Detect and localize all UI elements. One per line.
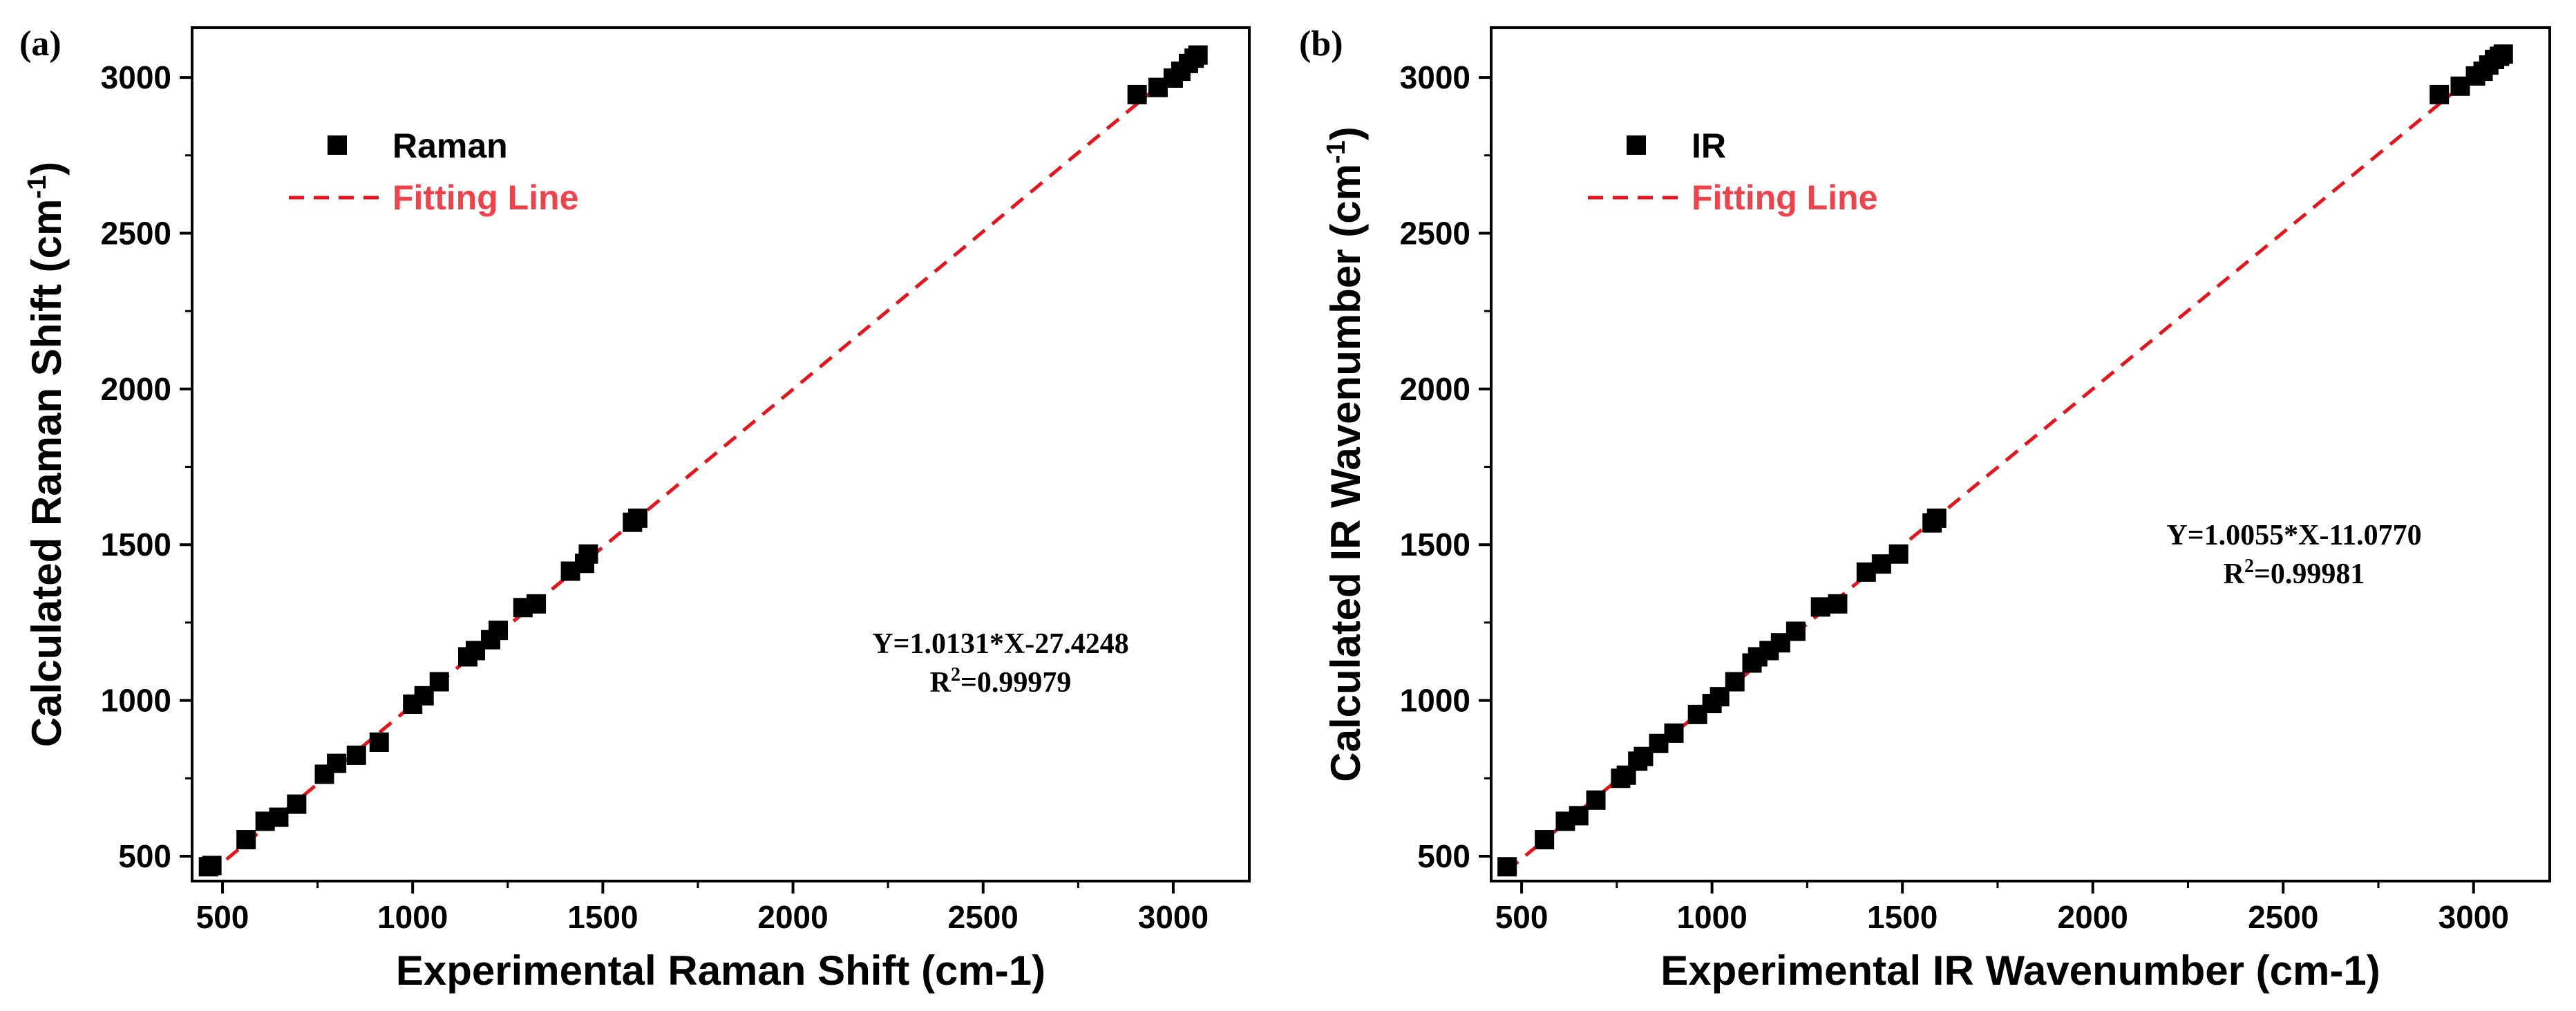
data-point	[346, 745, 366, 765]
data-point	[1127, 84, 1147, 104]
panel-a-legend: Raman Fitting Line	[289, 126, 578, 217]
panel-a-equation: Y=1.0131*X-27.4248 R2=0.99979	[872, 628, 1129, 699]
panel-a-ticks: 500 1000 1500 2000 2500 3000 500 1000 1500 2000 25…	[101, 59, 1209, 935]
data-point	[1586, 790, 1606, 810]
panel-a-label: (a)	[19, 24, 61, 64]
y-tick-label: 1000	[1400, 683, 1470, 719]
x-tick-label: 2000	[2058, 899, 2128, 935]
data-point	[1810, 597, 1830, 617]
panel-a-legend-scatter-label: Raman	[392, 126, 508, 165]
data-point	[2493, 44, 2513, 64]
y-tick-label: 2500	[101, 215, 171, 251]
data-point	[269, 807, 289, 827]
data-point	[429, 672, 449, 692]
data-point	[1497, 857, 1517, 877]
data-point	[369, 732, 389, 752]
data-point	[1725, 672, 1745, 692]
data-point	[628, 508, 648, 528]
data-point	[236, 830, 256, 850]
panel-b-ticks: 500 1000 1500 2000 2500 3000 500 1000 1500 2000 25…	[1400, 59, 2509, 935]
y-tick-label: 1000	[101, 683, 171, 719]
panel-a-points	[198, 45, 1208, 877]
panel-b-legend: IR Fitting Line	[1588, 126, 1877, 217]
panel-b-plot-frame	[1490, 26, 2551, 882]
data-point	[1871, 554, 1891, 574]
fit-line	[1505, 50, 2503, 873]
data-point	[578, 544, 598, 564]
data-point	[1664, 723, 1684, 743]
y-tick-label: 2000	[101, 371, 171, 407]
x-tick-label: 2500	[2248, 899, 2318, 935]
panel-b-equation: Y=1.0055*X-11.0770 R2=0.99981	[2166, 520, 2421, 590]
panel-b-legend-line-label: Fitting Line	[1692, 178, 1877, 217]
y-tick-label: 500	[1417, 838, 1470, 874]
x-tick-label: 1000	[377, 899, 448, 935]
data-point	[287, 794, 307, 814]
panel-a-x-axis-title: Experimental Raman Shift (cm-1)	[396, 947, 1045, 994]
data-point	[327, 753, 347, 773]
panel-b-legend-scatter-label: IR	[1692, 126, 1726, 165]
panel-b-legend-marker	[1627, 135, 1646, 155]
y-tick-label: 500	[118, 838, 171, 874]
x-tick-label: 500	[196, 899, 249, 935]
panel-b-points	[1497, 44, 2513, 877]
y-tick-label: 1500	[1400, 527, 1470, 563]
panel-b-y-axis-title: Calculated IR Wavenumber (cm-1)	[1322, 126, 1369, 782]
y-tick-label: 3000	[1400, 59, 1470, 95]
x-tick-label: 1500	[1867, 899, 1938, 935]
y-tick-label: 2500	[1400, 215, 1470, 251]
panel-a-r-squared: R2=0.99979	[930, 664, 1072, 699]
data-point	[202, 856, 222, 876]
panel-b-label: (b)	[1299, 24, 1343, 64]
x-tick-label: 1000	[1676, 899, 1747, 935]
x-tick-label: 3000	[2438, 899, 2509, 935]
x-tick-label: 2500	[948, 899, 1019, 935]
x-tick-label: 500	[1495, 899, 1549, 935]
panel-a-y-axis-title: Calculated Raman Shift (cm-1)	[23, 162, 70, 747]
y-tick-label: 2000	[1400, 371, 1470, 407]
data-point	[2430, 84, 2450, 104]
x-tick-label: 3000	[1138, 899, 1209, 935]
fit-line	[206, 50, 1202, 877]
y-tick-label: 3000	[101, 59, 171, 95]
panel-a-fit-line-group	[206, 50, 1202, 877]
panel-b: (b) 500 1000 1500 2000 2500 3000 500 1000 1500 20…	[1299, 24, 2551, 994]
panel-b-fit-line-group	[1505, 50, 2503, 873]
data-point	[1786, 621, 1806, 641]
panel-a-legend-marker	[328, 135, 347, 155]
x-tick-label: 2000	[757, 899, 828, 935]
data-point	[1828, 594, 1848, 614]
data-point	[1888, 544, 1909, 564]
data-point	[489, 621, 509, 641]
panel-a-plot-frame	[191, 26, 1251, 882]
data-point	[1535, 830, 1555, 850]
data-point	[1926, 508, 1947, 528]
panel-a-fit-equation: Y=1.0131*X-27.4248	[872, 628, 1129, 660]
data-point	[1569, 806, 1589, 826]
panel-a-legend-line-label: Fitting Line	[392, 178, 578, 217]
x-tick-label: 1500	[567, 899, 638, 935]
panel-a: (a) 500 1000 1500 2000 2500 3000 500 1000 1500 20…	[19, 24, 1251, 994]
y-tick-label: 1500	[101, 527, 171, 563]
panel-b-fit-equation: Y=1.0055*X-11.0770	[2166, 520, 2421, 551]
panel-b-r-squared: R2=0.99981	[2224, 556, 2365, 590]
data-point	[1188, 45, 1208, 65]
data-point	[527, 594, 547, 614]
panel-b-x-axis-title: Experimental IR Wavenumber (cm-1)	[1660, 947, 2380, 994]
